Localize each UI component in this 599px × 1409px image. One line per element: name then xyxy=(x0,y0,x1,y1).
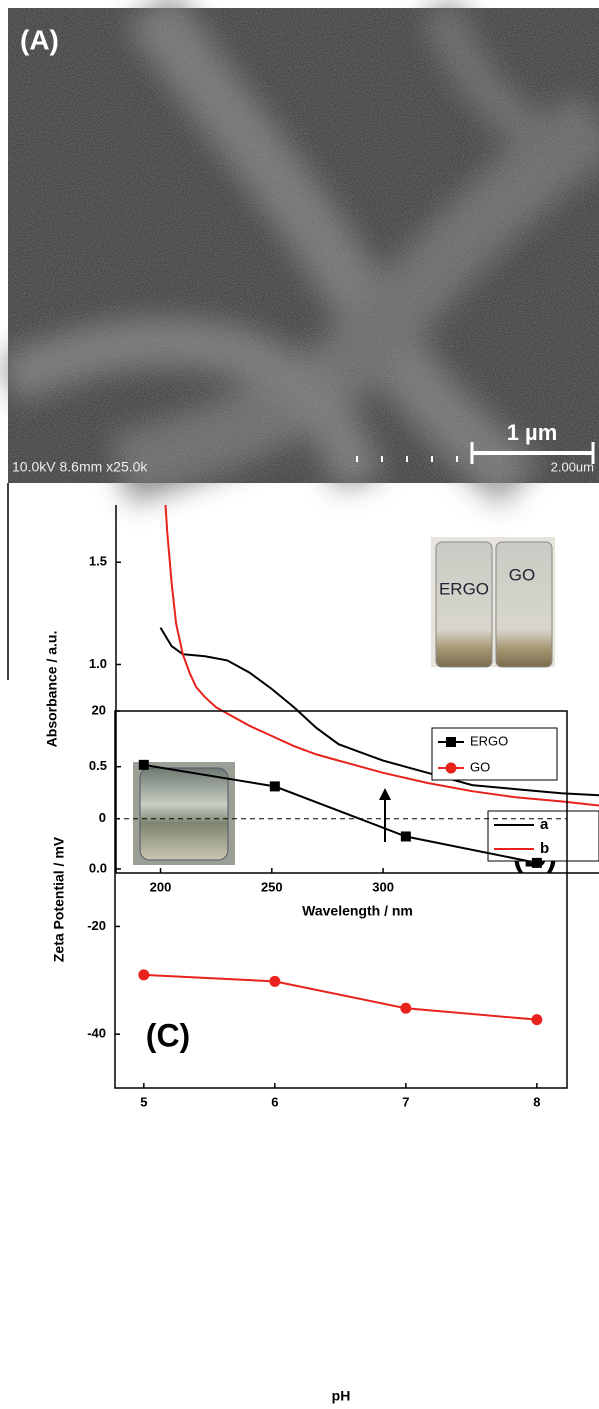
sem-scale: 2.00um xyxy=(551,459,594,474)
marker xyxy=(138,969,149,980)
marker xyxy=(400,1003,411,1014)
legend-label: b xyxy=(540,840,549,857)
marker xyxy=(401,831,411,841)
y-tick-label: 0.5 xyxy=(89,758,107,773)
y-axis-label: Absorbance / a.u. xyxy=(44,631,60,748)
y-tick-label: 20 xyxy=(92,702,106,717)
inset-label: ERGO xyxy=(439,579,489,598)
y-tick-label: -20 xyxy=(87,918,106,933)
page: {"panel_a": {"label": "(A)", "scale_bar"… xyxy=(0,0,599,1409)
marker xyxy=(139,760,149,770)
y-tick-label: 0 xyxy=(99,810,106,825)
y-tick-label: 1.0 xyxy=(89,656,107,671)
panel-label: (C) xyxy=(146,1017,190,1053)
x-tick-label: 200 xyxy=(150,879,172,894)
y-tick-label: 1.5 xyxy=(89,554,107,569)
series-line xyxy=(144,975,537,1020)
legend-label: ERGO xyxy=(470,733,508,748)
legend-label: GO xyxy=(470,759,490,774)
marker xyxy=(531,1014,542,1025)
marker xyxy=(270,781,280,791)
sem-info: 10.0kV 8.6mm x25.0k xyxy=(12,459,148,475)
y-axis-label: Zeta Potential / mV xyxy=(51,836,67,962)
x-tick-label: 8 xyxy=(533,1094,540,1109)
y-tick-label: -40 xyxy=(87,1026,106,1041)
x-tick-label: 6 xyxy=(271,1094,278,1109)
x-tick-label: 300 xyxy=(372,879,394,894)
marker xyxy=(269,976,280,987)
x-axis-label: Wavelength / nm xyxy=(302,903,413,919)
legend-marker xyxy=(446,763,457,774)
sem-image: (A) 1 µm 10.0kV 8.6mm x25.0k 2.00um xyxy=(8,8,599,483)
scale-bar-label: 1 µm xyxy=(507,420,558,445)
figure: (A) 1 µm 10.0kV 8.6mm x25.0k 2.00um ERGO… xyxy=(0,0,599,1404)
inset-photo: ERGO GO xyxy=(431,537,555,667)
legend-marker xyxy=(446,737,456,747)
x-tick-label: 7 xyxy=(402,1094,409,1109)
marker xyxy=(532,858,542,868)
panel-label: (A) xyxy=(20,24,59,55)
x-tick-label: 250 xyxy=(261,879,283,894)
y-tick-label: 0.0 xyxy=(89,860,107,875)
arrow-head xyxy=(379,788,391,800)
x-axis-label: pH xyxy=(332,1388,351,1404)
inset-label: GO xyxy=(509,565,535,584)
x-tick-label: 5 xyxy=(140,1094,147,1109)
